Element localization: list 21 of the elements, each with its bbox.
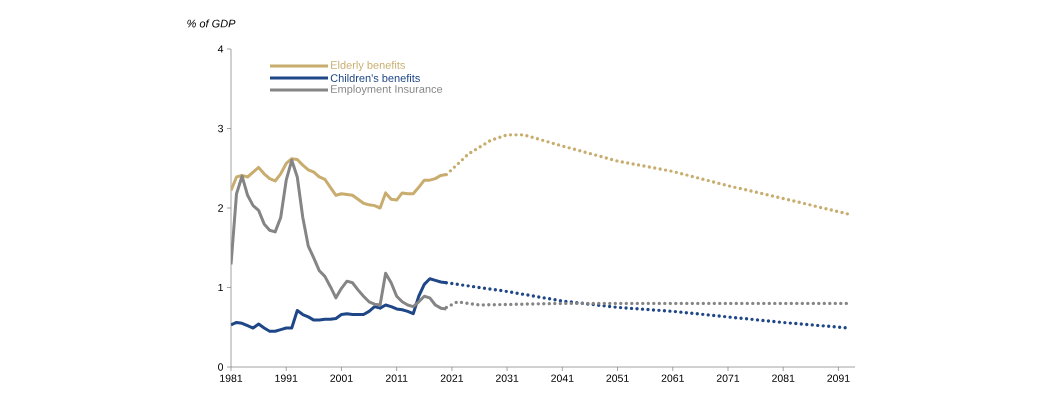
y-tick-label: 0: [218, 363, 224, 371]
x-tick-label: 2041: [551, 374, 574, 382]
x-tick-label: 2061: [661, 374, 684, 382]
text: Children's benefits: [330, 73, 420, 83]
x-tick-label: 2051: [606, 374, 629, 382]
x-tick-label: 2081: [772, 374, 795, 382]
text: Employment Insurance: [331, 84, 443, 96]
y-axis-title: % of GDP: [187, 19, 236, 28]
text: Elderly benefits: [331, 60, 405, 72]
x-tick-label: 2011: [385, 374, 408, 382]
x-tick-label: 2001: [330, 374, 353, 382]
x-tick-label: 2021: [440, 374, 464, 382]
x-tick-label: 1991: [275, 374, 298, 382]
x-tick-label: 2071: [716, 374, 740, 382]
x-tick-label: 2031: [495, 374, 519, 382]
y-tick-label: 3: [218, 124, 224, 133]
y-tick-label: 2: [218, 204, 223, 212]
x-tick-label: 1981: [220, 374, 243, 382]
y-tick-label: 1: [218, 283, 223, 292]
x-tick-label: 2091: [827, 374, 850, 382]
y-tick-label: 4: [217, 45, 224, 53]
